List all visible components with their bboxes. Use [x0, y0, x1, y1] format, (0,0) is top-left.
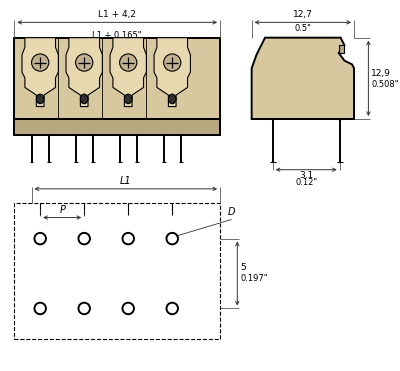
Circle shape	[78, 233, 90, 244]
Polygon shape	[14, 38, 220, 135]
Polygon shape	[339, 45, 344, 53]
Text: L1 + 0.165": L1 + 0.165"	[92, 31, 142, 40]
Circle shape	[122, 303, 134, 314]
Circle shape	[76, 54, 93, 71]
Circle shape	[78, 303, 90, 314]
Ellipse shape	[36, 94, 44, 104]
Text: 5: 5	[240, 263, 246, 272]
Circle shape	[120, 54, 137, 71]
Text: 12,7: 12,7	[293, 10, 313, 20]
Polygon shape	[14, 203, 220, 339]
Polygon shape	[22, 38, 58, 106]
Text: 0.12": 0.12"	[295, 178, 317, 187]
Circle shape	[166, 303, 178, 314]
Circle shape	[166, 233, 178, 244]
Ellipse shape	[168, 94, 176, 104]
Polygon shape	[252, 38, 354, 119]
Circle shape	[34, 303, 46, 314]
Text: 12,9: 12,9	[371, 69, 391, 78]
Polygon shape	[66, 38, 102, 106]
Text: D: D	[228, 207, 235, 217]
Polygon shape	[110, 38, 146, 106]
Polygon shape	[14, 119, 220, 135]
Circle shape	[122, 233, 134, 244]
Text: P: P	[59, 205, 65, 215]
Ellipse shape	[124, 94, 132, 104]
Ellipse shape	[80, 94, 88, 104]
Text: L1 + 4,2: L1 + 4,2	[98, 10, 136, 20]
Text: 3,1: 3,1	[299, 171, 313, 180]
Text: 0.5": 0.5"	[294, 24, 311, 33]
Text: 0.508": 0.508"	[371, 79, 399, 89]
Text: L1: L1	[120, 176, 132, 186]
Circle shape	[32, 54, 49, 71]
Text: 0.197": 0.197"	[240, 274, 268, 283]
Circle shape	[34, 233, 46, 244]
Circle shape	[164, 54, 181, 71]
Polygon shape	[154, 38, 190, 106]
